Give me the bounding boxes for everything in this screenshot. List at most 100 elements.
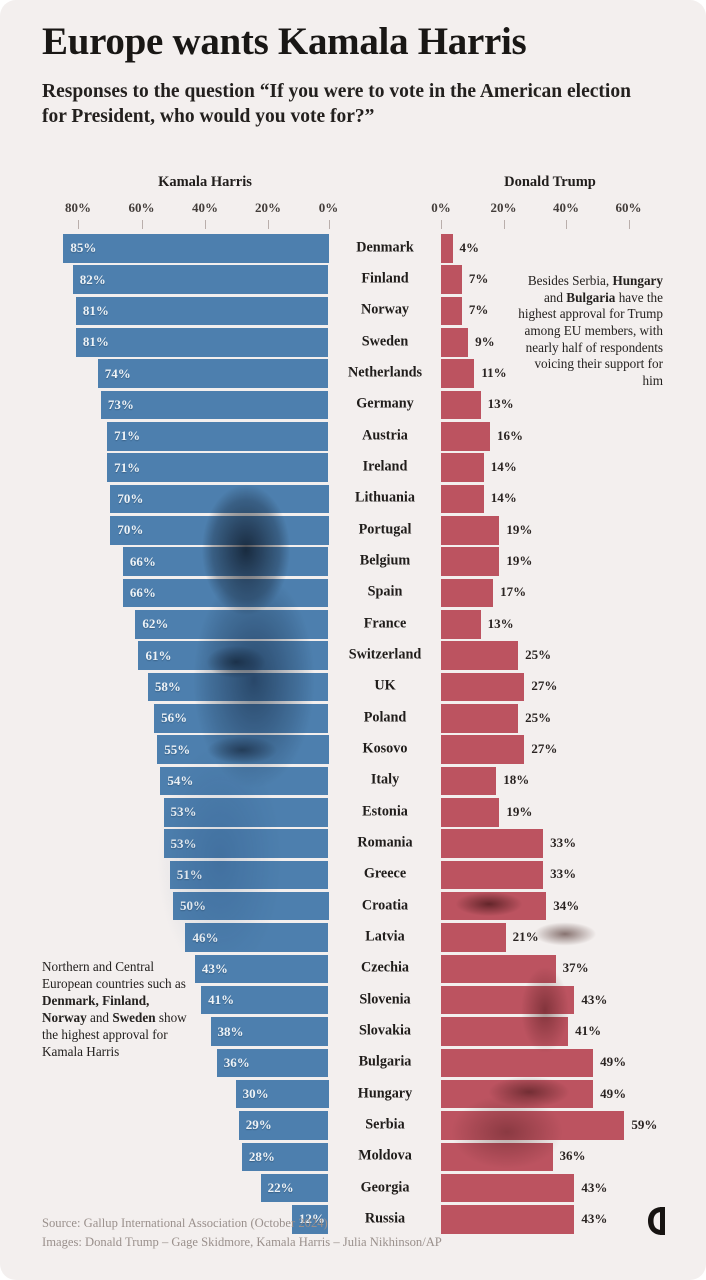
annotation-text: Besides Serbia,: [527, 273, 613, 288]
harris-bar-value: 73%: [107, 396, 134, 412]
harris-bar: 29%: [237, 1110, 329, 1140]
trump-tick-mark: [441, 220, 442, 229]
trump-bar: [441, 514, 501, 545]
country-label: Bulgaria: [358, 1053, 412, 1070]
harris-bar-value: 22%: [267, 1180, 294, 1196]
trump-bar-value: 16%: [497, 427, 523, 443]
trump-bar: [441, 984, 576, 1015]
country-label: Ireland: [362, 458, 408, 475]
trump-bar: [441, 922, 507, 952]
harris-bar: 81%: [74, 326, 329, 357]
harris-tick-mark: [268, 220, 269, 229]
country-label: Romania: [357, 834, 413, 851]
country-label: Czechia: [360, 959, 410, 976]
country-label: Moldova: [358, 1147, 412, 1164]
trump-bar: [441, 953, 557, 984]
trump-bar: [441, 702, 520, 733]
trump-bar-value: 59%: [631, 1116, 658, 1132]
harris-bar: 46%: [184, 922, 329, 952]
country-label: Estonia: [362, 803, 408, 820]
chart-row: 70% 19% Portugal: [0, 514, 706, 545]
harris-bar: 53%: [162, 796, 329, 827]
harris-bar: 38%: [209, 1016, 329, 1046]
harris-tick-label: 60%: [128, 200, 155, 215]
trump-tick-label: 0%: [431, 200, 451, 215]
publisher-logo-icon: [648, 1207, 665, 1235]
harris-bar-value: 66%: [129, 584, 156, 600]
trump-bar-value: 41%: [575, 1022, 602, 1038]
country-label: Slovakia: [358, 1022, 412, 1039]
harris-bar-value: 51%: [176, 866, 203, 882]
harris-bar: 50%: [171, 890, 329, 921]
harris-bar-value: 29%: [245, 1117, 272, 1133]
harris-bar-value: 62%: [142, 616, 169, 632]
trump-bar-value: 34%: [553, 897, 580, 913]
trump-bar-value: 27%: [531, 740, 558, 756]
trump-bar-value: 7%: [468, 270, 489, 286]
annotation-emphasis: Bulgaria: [566, 289, 616, 305]
harris-annotation: Northern and Central European countries …: [42, 958, 194, 1060]
harris-bar-value: 38%: [217, 1023, 244, 1039]
annotation-emphasis: Sweden: [112, 1010, 156, 1026]
harris-bar: 62%: [134, 608, 329, 639]
country-label: Norway: [360, 301, 410, 318]
harris-bar: 71%: [106, 420, 329, 451]
trump-bar: [441, 734, 526, 764]
harris-bar: 12%: [290, 1204, 329, 1234]
trump-tick-label: 40%: [553, 200, 579, 215]
country-label: Latvia: [365, 928, 405, 945]
trump-bar: [441, 389, 482, 420]
harris-bar-value: 46%: [192, 929, 219, 945]
harris-bar-value: 81%: [82, 334, 109, 350]
annotation-emphasis: Hungary: [612, 273, 663, 288]
harris-tick-mark: [141, 220, 143, 229]
harris-bar: 30%: [234, 1078, 329, 1109]
harris-bar: 70%: [109, 483, 329, 514]
trump-bar: [441, 640, 520, 670]
harris-bar-value: 81%: [82, 302, 109, 318]
trump-bar-value: 43%: [581, 1179, 608, 1195]
harris-tick-mark: [205, 220, 206, 229]
page-title: Europe wants Kamala Harris: [42, 20, 527, 63]
country-label-gutter: [333, 232, 437, 1172]
harris-bar: 74%: [96, 358, 329, 388]
chart-row: 81% 9% Sweden: [0, 326, 706, 357]
country-label: Italy: [370, 771, 400, 788]
annotation-text: show the highest approval for Kamala Har…: [42, 1010, 187, 1060]
trump-tick-mark: [628, 220, 630, 229]
annotation-emphasis: Denmark, Finland, Norway: [42, 993, 150, 1026]
harris-axis-title: Kamala Harris: [158, 174, 252, 190]
trump-bar-value: 13%: [487, 615, 514, 631]
trump-bar-value: 19%: [506, 521, 533, 537]
harris-bar-value: 36%: [223, 1054, 250, 1070]
harris-bar: 61%: [137, 640, 329, 670]
harris-bar: 28%: [240, 1141, 329, 1172]
trump-bar: [441, 1016, 570, 1046]
harris-bar-value: 30%: [242, 1086, 269, 1102]
country-label: Belgium: [359, 552, 411, 569]
annotation-text: and: [543, 289, 567, 305]
annotation-text: and: [86, 1010, 113, 1026]
harris-bar: 53%: [162, 828, 329, 858]
header: Europe wants Kamala Harris Responses to …: [42, 20, 666, 130]
source-line: Source: Gallup International Association…: [42, 1215, 328, 1230]
trump-bar: [441, 608, 482, 639]
harris-bar: 81%: [74, 295, 329, 326]
trump-bar-value: 25%: [525, 709, 552, 725]
harris-bar-value: 41%: [208, 992, 235, 1008]
harris-bar: 56%: [153, 702, 329, 733]
trump-bar: [441, 796, 501, 827]
trump-bar: [441, 264, 463, 294]
country-label: Russia: [364, 1210, 406, 1227]
trump-bar: [441, 859, 545, 890]
trump-bar-value: 13%: [487, 396, 514, 412]
harris-bar-value: 55%: [164, 741, 191, 757]
trump-bar: [441, 483, 485, 514]
trump-bar: [441, 671, 526, 702]
trump-bar: [441, 765, 498, 796]
harris-tick-label: 20%: [255, 200, 281, 215]
harris-bar: 41%: [200, 984, 329, 1015]
trump-bar: [441, 1110, 626, 1140]
trump-bar-value: 19%: [506, 803, 533, 819]
